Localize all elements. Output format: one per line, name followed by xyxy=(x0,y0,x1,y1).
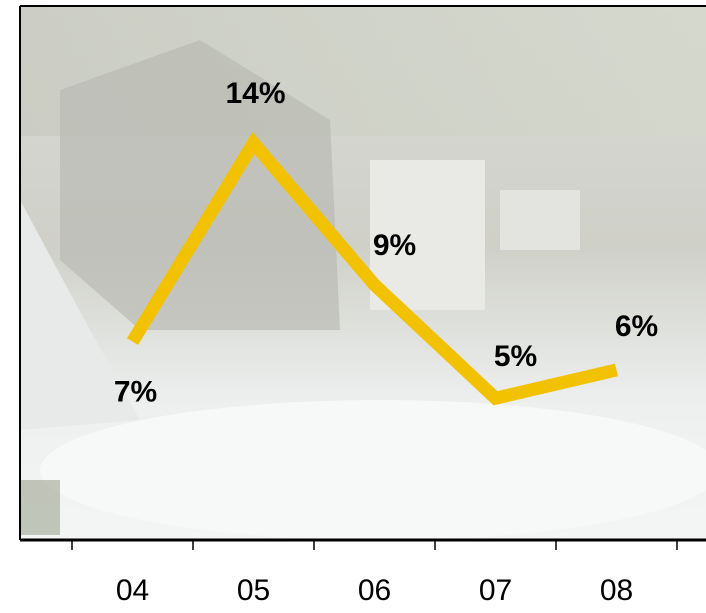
data-label: 9% xyxy=(373,229,416,262)
x-tick-label: 04 xyxy=(116,574,149,607)
x-tick-label: 05 xyxy=(237,574,270,607)
data-label: 14% xyxy=(225,77,285,110)
x-tick-label: 08 xyxy=(600,574,633,607)
data-label: 7% xyxy=(114,375,157,408)
data-line xyxy=(126,132,618,406)
x-tick-label: 07 xyxy=(479,574,512,607)
background-photo xyxy=(20,6,706,540)
x-tick-label: 06 xyxy=(358,574,391,607)
data-label: 6% xyxy=(615,310,658,343)
data-label: 5% xyxy=(494,340,537,373)
plot: 04 05 06 07 08 7% 14% 9% 5% 6% xyxy=(71,77,678,607)
